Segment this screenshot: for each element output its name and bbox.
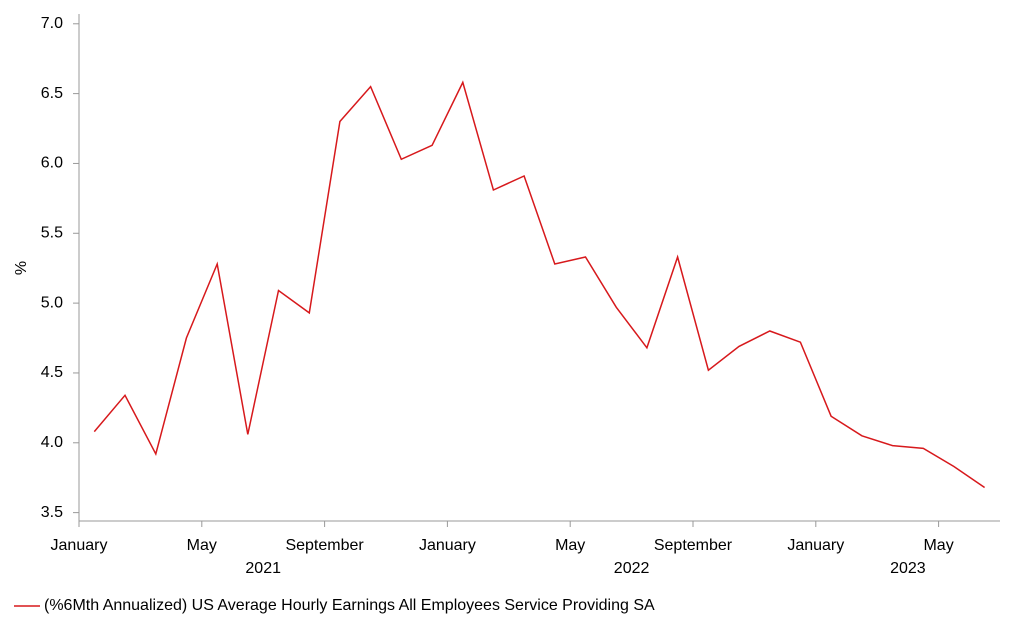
x-tick-label: January xyxy=(787,537,844,554)
y-tick-label: 5.5 xyxy=(41,224,63,241)
year-label: 2023 xyxy=(890,560,926,577)
y-tick-label: 7.0 xyxy=(41,15,63,32)
y-axis-label: % xyxy=(13,261,30,275)
data-line xyxy=(93,80,986,489)
x-tick-label: May xyxy=(555,537,585,554)
y-tick-label: 3.5 xyxy=(41,504,63,521)
x-tick-label: May xyxy=(923,537,953,554)
x-tick-label: May xyxy=(187,537,217,554)
y-tick-label: 4.0 xyxy=(41,434,63,451)
y-tick-label: 6.5 xyxy=(41,85,63,102)
x-tick-label: January xyxy=(419,537,476,554)
y-tick-label: 4.5 xyxy=(41,364,63,381)
x-tick-label: September xyxy=(654,537,733,554)
y-tick-label: 6.0 xyxy=(41,155,63,172)
y-tick-label: 5.0 xyxy=(41,294,63,311)
year-label: 2021 xyxy=(245,560,281,577)
legend-label: (%6Mth Annualized) US Average Hourly Ear… xyxy=(44,597,655,614)
x-tick-label: January xyxy=(51,537,108,554)
year-label: 2022 xyxy=(614,560,650,577)
x-tick-label: September xyxy=(285,537,364,554)
